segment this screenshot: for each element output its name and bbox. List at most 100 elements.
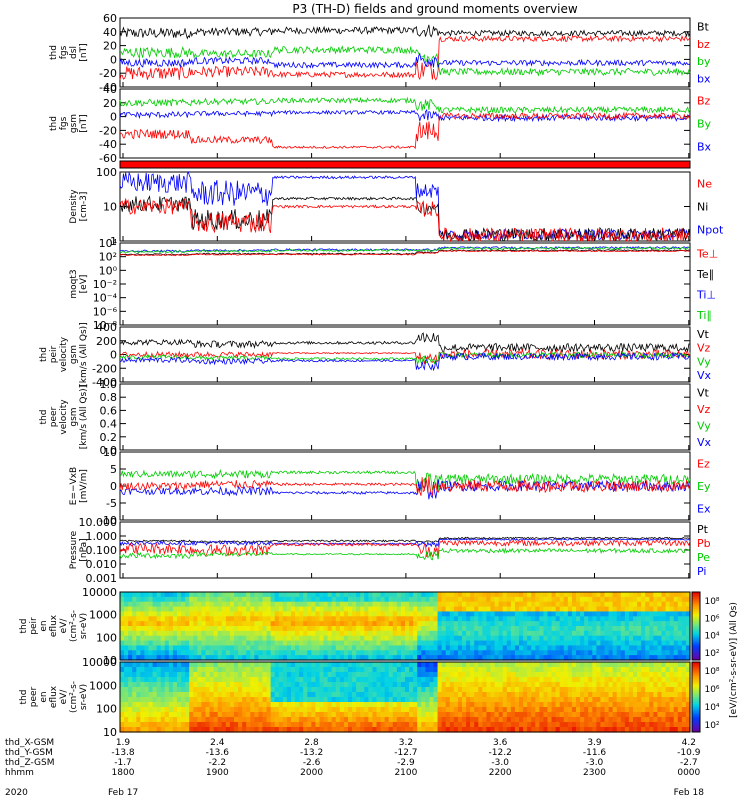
spectrogram-electron-cell [633,717,638,723]
spectrogram-ion-cell [433,635,439,642]
spectrogram-ion-cell [596,616,602,622]
spectrogram-electron-cell [624,687,630,693]
spectrogram-ion-cell [494,655,500,661]
spectrogram-ion-cell [624,650,630,656]
spectrogram-ion-cell [250,606,255,613]
spectrogram-electron-cell [494,692,500,698]
spectrogram-electron-cell [628,677,634,683]
spectrogram-ion-cell [315,645,321,651]
spectrogram-electron-cell [286,722,292,728]
colorbar-electron-cell [692,721,700,724]
spectrogram-electron-cell [343,697,349,703]
spectrogram-electron-cell [291,702,296,708]
spectrogram-electron-cell [474,707,479,713]
spectrogram-electron-cell [388,662,394,668]
spectrogram-electron-cell [380,692,386,698]
spectrogram-ion-cell [193,592,198,598]
spectrogram-electron-cell [409,702,414,708]
spectrogram-electron-cell [486,672,492,678]
spectrogram-ion-cell [258,655,264,661]
spectrogram-electron-cell [258,682,264,688]
spectrogram-ion-cell [364,606,369,613]
colorbar-ion-cell [692,636,700,639]
spectrogram-electron-cell [181,727,186,733]
spectrogram-ion-cell [339,592,345,598]
spectrogram-electron-cell [637,687,642,693]
spectrogram-electron-cell [242,712,247,718]
spectrogram-electron-cell [331,672,337,678]
spectrogram-electron-cell [307,717,312,723]
spectrogram-ion-cell [494,635,500,642]
spectrogram-ion-cell [352,626,357,632]
spectrogram-ion-cell [303,601,308,608]
legend-peir_vel-Vz: Vz [697,342,711,355]
spectrogram-ion-cell [673,650,679,656]
spectrogram-ion-cell [433,640,439,647]
spectrogram-ion-cell [673,655,679,661]
spectrogram-ion-cell [168,621,174,627]
spectrogram-electron-cell [368,687,374,693]
spectrogram-electron-cell [136,727,141,733]
spectrogram-electron-cell [262,662,268,668]
spectrogram-electron-cell [400,707,406,713]
spectrogram-ion-cell [563,645,569,651]
spectrogram-electron-cell [120,727,125,733]
spectrogram-electron-cell [470,707,475,713]
spectrogram-electron-cell [205,687,211,693]
spectrogram-electron-cell [128,722,133,728]
spectrogram-ion-cell [490,592,496,598]
spectrogram-ion-cell [168,640,174,647]
colorbar-ion-frame [691,591,701,661]
spectrogram-electron-cell [120,717,125,723]
spectrogram-ion-cell [234,635,239,642]
spectrogram-electron-cell [136,662,141,668]
colorbar-electron-cell [692,677,700,680]
spectrogram-electron-cell [409,717,414,723]
spectrogram-electron-cell [331,707,337,713]
spectrogram-electron-cell [669,727,675,733]
colorbar-electron-cell [692,681,700,684]
spectrogram-ion-cell [400,626,406,632]
spectrogram-electron-cell [331,702,337,708]
spectrogram-electron-cell [164,717,170,723]
spectrogram-ion-cell [278,640,284,647]
spectrogram-electron-cell [506,727,512,733]
spectrogram-electron-cell [299,687,304,693]
spectrogram-electron-cell [242,682,247,688]
spectrogram-ion-cell [681,635,687,642]
spectrogram-ion-cell [136,592,141,598]
spectrogram-ion-cell [584,616,589,622]
spectrogram-ion-cell [405,606,410,613]
spectrogram-electron-cell [258,692,264,698]
spectrogram-electron-cell [624,692,630,698]
spectrogram-ion-cell [624,616,630,622]
spectrogram-ion-cell [197,635,203,642]
spectrogram-ion-cell [213,592,219,598]
spectrogram-ion-cell [136,650,141,656]
spectrogram-electron-cell [514,667,520,673]
spectrogram-electron-cell [437,707,443,713]
spectrogram-ion-cell [506,611,512,617]
colorbar-ion-cell [692,651,700,654]
spectrogram-electron-cell [519,667,524,673]
spectrogram-ion-cell [543,650,549,656]
spectrogram-electron-cell [563,672,569,678]
spectrogram-ion-cell [677,606,683,613]
spectrogram-electron-cell [588,692,593,698]
spectrogram-ion-cell [506,601,512,608]
spectrogram-ion-cell [510,655,516,661]
spectrogram-electron-cell [238,717,243,723]
spectrogram-ion-cell [221,596,227,603]
spectrogram-ion-cell [580,616,585,622]
spectrogram-electron-cell [246,677,251,683]
spectrogram-ion-cell [616,621,622,627]
spectrogram-ion-cell [295,635,300,642]
spectrogram-ion-cell [221,616,227,622]
spectrogram-ion-cell [160,655,166,661]
spectrogram-electron-cell [376,717,382,723]
spectrogram-electron-cell [356,682,361,688]
spectrogram-electron-cell [669,692,675,698]
spectrogram-ion-cell [490,645,496,651]
spectrogram-ion-cell [307,596,312,603]
spectrogram-ion-cell [120,635,125,642]
